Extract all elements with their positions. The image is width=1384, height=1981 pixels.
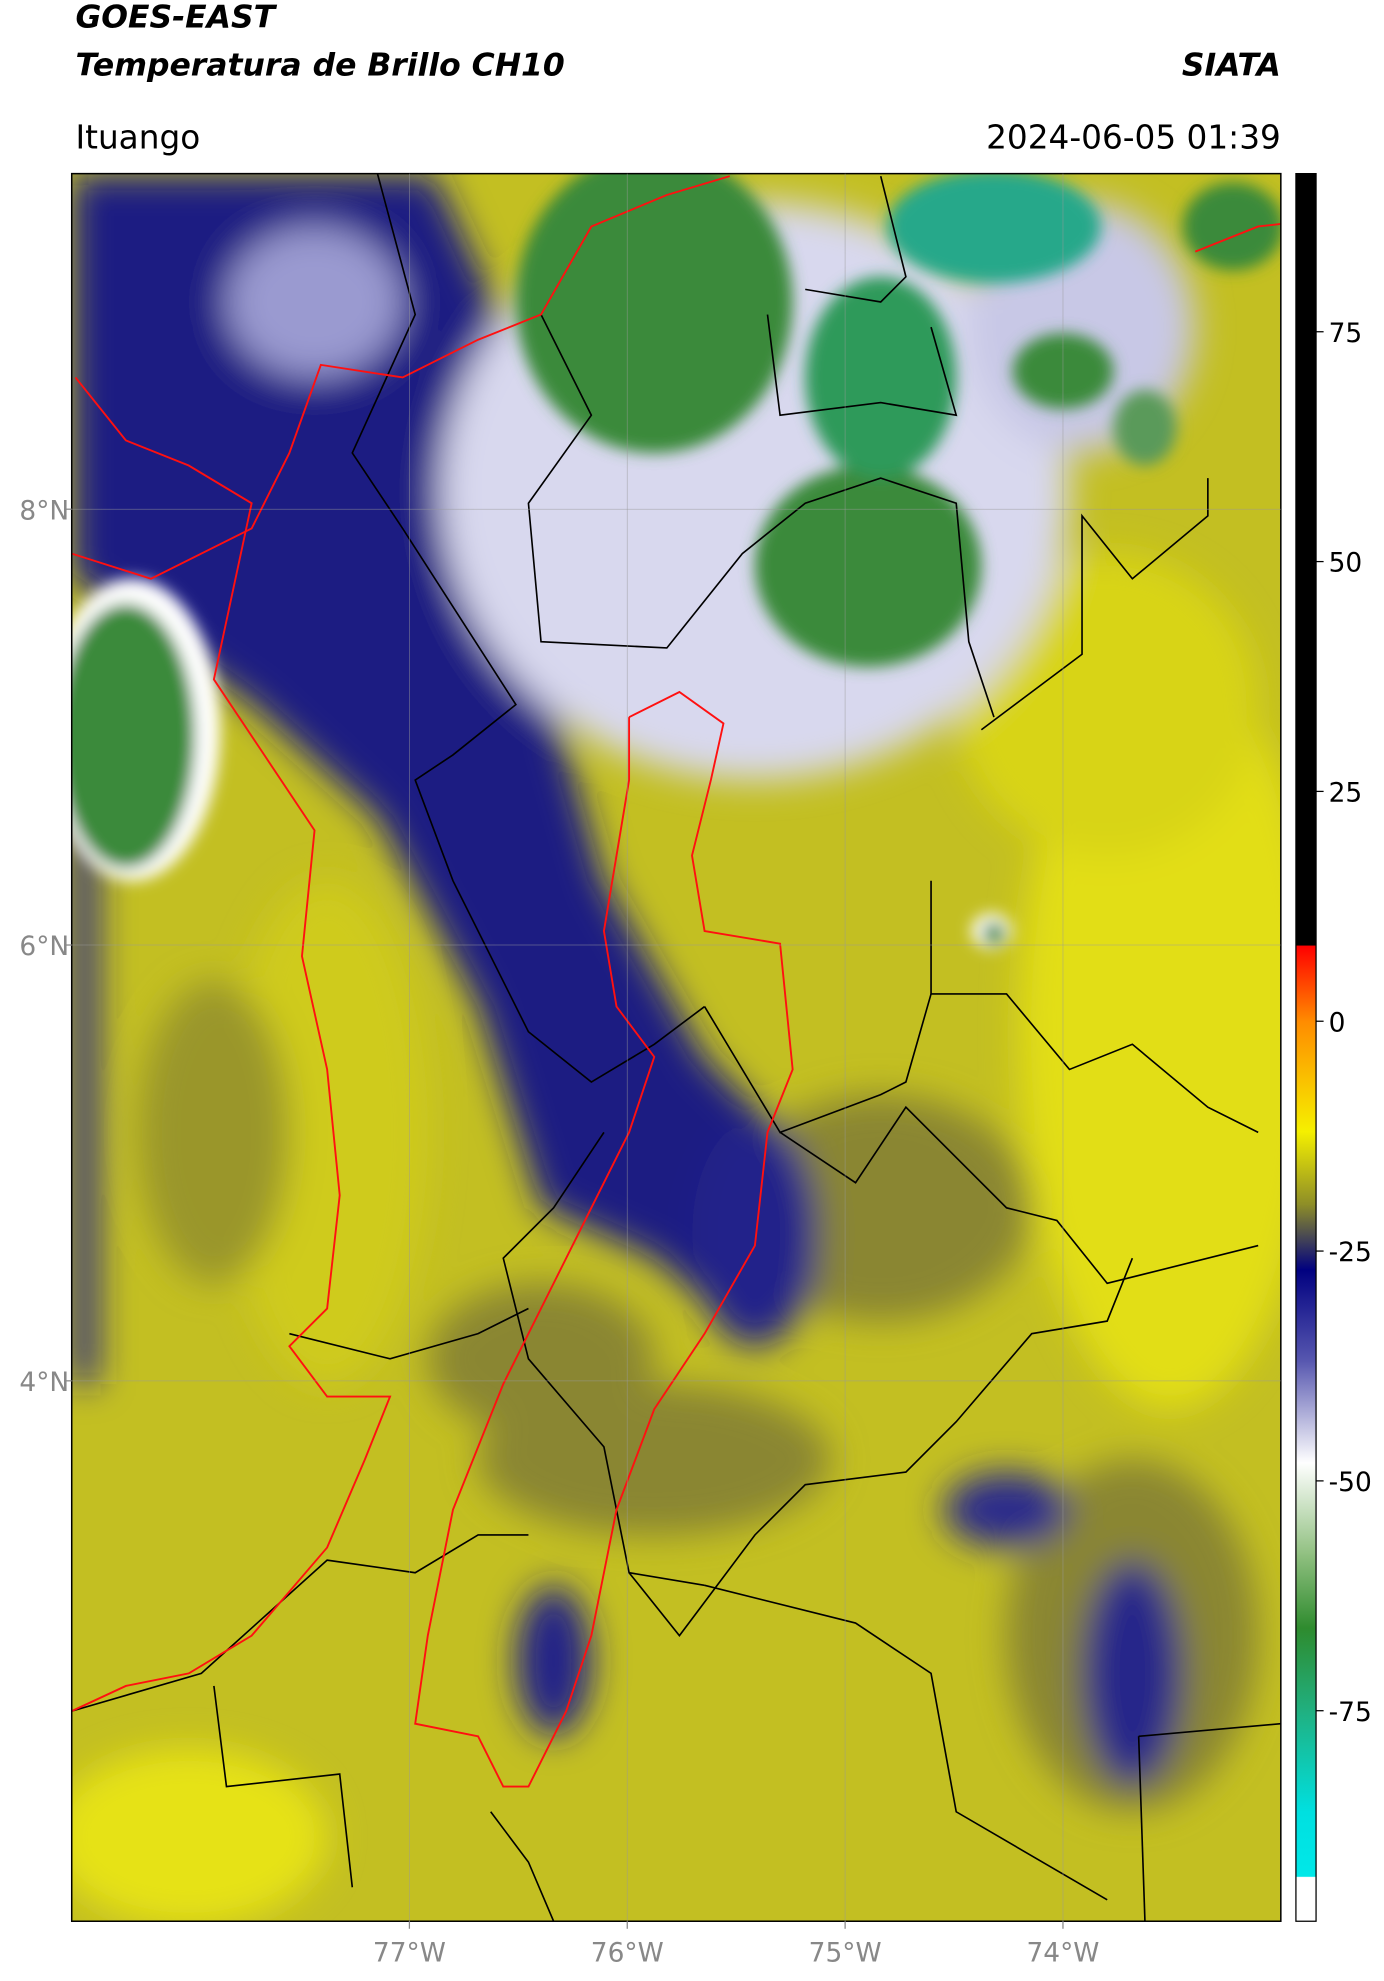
colorbar-tick-label: -25 — [1329, 1237, 1372, 1268]
colorbar-frame — [1295, 172, 1317, 1922]
colorbar-segment — [1295, 1021, 1317, 1133]
colorbar-segment — [1295, 1877, 1317, 1922]
colorbar-segment — [1295, 1627, 1317, 1712]
colorbar-segment — [1295, 1131, 1317, 1206]
colorbar-tick-label: 75 — [1329, 318, 1363, 349]
colorbar-tick-label: -50 — [1329, 1467, 1372, 1498]
colorbar-segment — [1295, 944, 1317, 947]
colorbar-tick-label: -75 — [1329, 1697, 1372, 1728]
x-tick-label: 74°W — [1027, 1937, 1100, 1968]
colorbar: 75 50 25 0 -25 -50 -75 — [1295, 173, 1372, 1922]
title: GOES-EAST — [75, 0, 277, 36]
x-tick-label: 75°W — [809, 1937, 882, 1968]
colorbar-segment — [1295, 945, 1317, 1022]
colorbar-segment — [1295, 1462, 1317, 1556]
colorbar-segment — [1295, 1710, 1317, 1813]
y-tick-label: 6°N — [19, 931, 69, 962]
colorbar-segment — [1295, 1554, 1317, 1629]
colorbar-tick-label: 25 — [1329, 777, 1363, 808]
map-image — [71, 173, 1281, 1922]
grid: 77°W 76°W 75°W 74°W 8°N 6°N 4°N — [19, 173, 1281, 1968]
colorbar-segment — [1295, 1269, 1317, 1363]
colorbar-tick-label: 50 — [1329, 548, 1363, 579]
colorbar-segment — [1295, 1876, 1317, 1878]
colorbar-segment — [1295, 1205, 1317, 1271]
y-tick-label: 4°N — [19, 1367, 69, 1398]
colorbar-tick-label: 0 — [1329, 1007, 1346, 1038]
y-tick-label: 8°N — [19, 495, 69, 526]
brand: SIATA — [1182, 47, 1281, 83]
datetime: 2024-06-05 01:39 — [986, 118, 1281, 156]
x-tick-label: 77°W — [373, 1937, 446, 1968]
subtitle: Temperatura de Brillo CH10 — [75, 47, 564, 83]
location: Ituango — [75, 118, 200, 156]
colorbar-segment — [1295, 1361, 1317, 1464]
colorbar-segment — [1295, 1811, 1317, 1877]
map-frame — [70, 172, 1282, 1922]
x-tick-label: 76°W — [591, 1937, 664, 1968]
colorbar-segment — [1295, 173, 1317, 946]
